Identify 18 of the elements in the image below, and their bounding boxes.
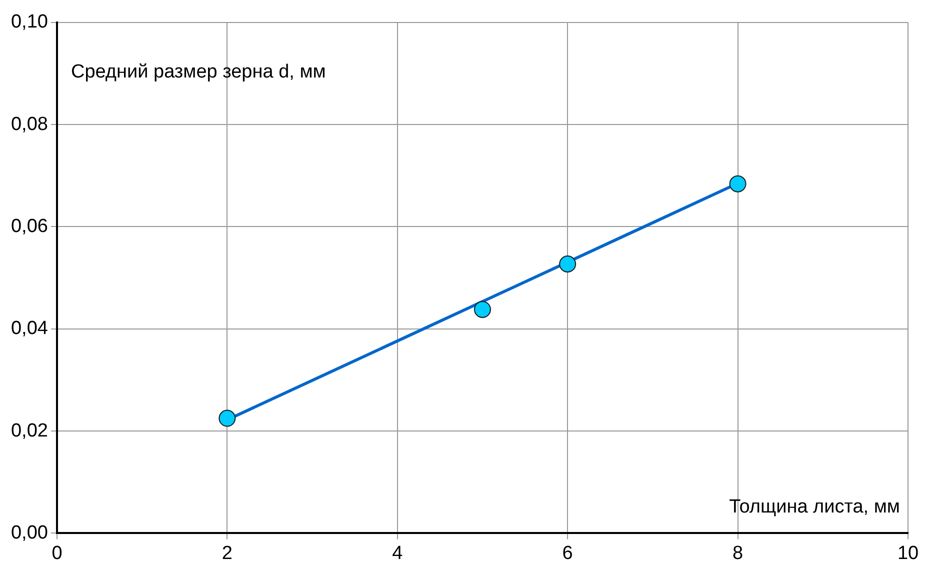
y-axis-title: Средний размер зерна d, мм — [70, 62, 326, 83]
x-tick-label: 0 — [52, 542, 62, 564]
y-tick-label: 0,06 — [10, 216, 48, 237]
x-tick-label: 4 — [392, 542, 404, 564]
y-tick-label: 0,08 — [10, 114, 48, 135]
x-tick-label: 2 — [222, 542, 232, 564]
y-tick-label: 0,04 — [10, 318, 48, 340]
point — [559, 256, 576, 273]
y-tick-label: 0,10 — [10, 12, 48, 33]
y-tick-label: 0,00 — [10, 522, 48, 544]
y-tick-label: 0,02 — [10, 420, 48, 442]
point — [729, 175, 746, 192]
point — [474, 300, 491, 318]
x-tick-label: 8 — [732, 542, 744, 564]
x-tick-label: 10 — [897, 542, 919, 564]
x-tick-label: 6 — [562, 542, 573, 564]
point — [218, 410, 236, 427]
x-axis-title: Толщина листа, мм — [729, 496, 900, 518]
